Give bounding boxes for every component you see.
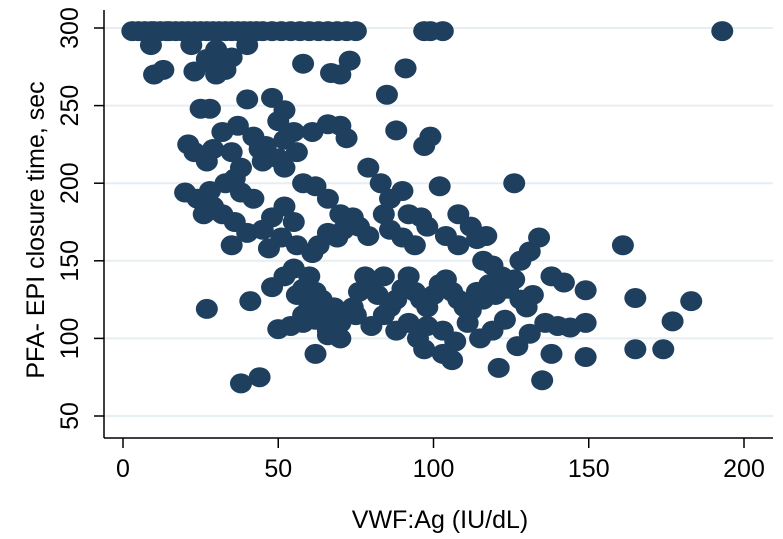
- data-point: [357, 225, 380, 246]
- data-point: [267, 111, 290, 132]
- tick-labels: 50 100 150 200 250 300 0 50 100 150 200: [56, 7, 765, 483]
- data-point: [248, 367, 271, 388]
- x-axis-title: VWF:Ag (IU/dL): [352, 506, 528, 534]
- data-point: [503, 269, 526, 290]
- data-point: [419, 126, 442, 147]
- data-point: [456, 312, 479, 333]
- data-point: [285, 142, 308, 163]
- x-tick-label-100: 100: [413, 455, 455, 483]
- data-point: [493, 309, 516, 330]
- data-point: [391, 180, 414, 201]
- data-point: [413, 339, 436, 360]
- data-point: [372, 266, 395, 287]
- data-point: [357, 157, 380, 178]
- data-point: [531, 370, 554, 391]
- data-point: [304, 343, 327, 364]
- data-point: [661, 311, 684, 332]
- y-tick-label-150: 150: [56, 240, 84, 282]
- data-point: [205, 64, 228, 85]
- data-point: [261, 277, 284, 298]
- data-point: [344, 305, 367, 326]
- data-point: [518, 323, 541, 344]
- data-point: [521, 284, 544, 305]
- data-point: [503, 173, 526, 194]
- data-point: [375, 84, 398, 105]
- data-point: [574, 347, 597, 368]
- data-point: [574, 312, 597, 333]
- data-point: [680, 291, 703, 312]
- y-tick-label-300: 300: [56, 7, 84, 49]
- data-point: [292, 53, 315, 74]
- data-point: [369, 173, 392, 194]
- data-point: [441, 350, 464, 371]
- data-point: [428, 176, 451, 197]
- data-point: [528, 227, 551, 248]
- data-point: [372, 305, 395, 326]
- y-tick-label-250: 250: [56, 85, 84, 127]
- data-point: [236, 35, 259, 56]
- data-points: [121, 21, 734, 394]
- data-point: [624, 339, 647, 360]
- data-point: [335, 128, 358, 149]
- data-point: [624, 288, 647, 309]
- data-point: [447, 235, 470, 256]
- data-point: [220, 142, 243, 163]
- data-point: [397, 312, 420, 333]
- data-point: [574, 280, 597, 301]
- data-point: [316, 188, 339, 209]
- data-point: [298, 297, 321, 318]
- data-point: [236, 89, 259, 110]
- data-point: [344, 21, 367, 42]
- data-point: [431, 21, 454, 42]
- data-point: [220, 235, 243, 256]
- data-point: [242, 188, 265, 209]
- data-point: [195, 298, 218, 319]
- data-point: [139, 35, 162, 56]
- data-point: [229, 373, 252, 394]
- data-point: [416, 216, 439, 237]
- x-tick-label-150: 150: [568, 455, 610, 483]
- data-point: [239, 291, 262, 312]
- data-point: [372, 204, 395, 225]
- data-point: [273, 157, 296, 178]
- data-point: [282, 121, 305, 142]
- data-point: [152, 59, 175, 80]
- data-point: [211, 121, 234, 142]
- data-point: [552, 272, 575, 293]
- data-point: [652, 339, 675, 360]
- data-point: [220, 47, 243, 68]
- data-point: [540, 343, 563, 364]
- data-point: [273, 196, 296, 217]
- data-point: [487, 357, 510, 378]
- data-point: [198, 98, 221, 119]
- y-tick-label-100: 100: [56, 318, 84, 360]
- data-point: [385, 120, 408, 141]
- data-point: [403, 235, 426, 256]
- tick-marks: [94, 27, 745, 448]
- data-point: [316, 325, 339, 346]
- data-point: [180, 35, 203, 56]
- data-point: [282, 212, 305, 232]
- data-point: [465, 229, 488, 250]
- x-tick-label-50: 50: [264, 455, 292, 483]
- data-point: [338, 50, 361, 71]
- data-point: [711, 21, 734, 42]
- x-tick-label-200: 200: [723, 455, 765, 483]
- data-point: [397, 266, 420, 287]
- y-tick-label-200: 200: [56, 162, 84, 204]
- y-tick-label-50: 50: [56, 402, 84, 430]
- data-point: [298, 266, 321, 287]
- data-point: [611, 235, 634, 256]
- x-tick-label-0: 0: [116, 455, 130, 483]
- data-point: [394, 58, 417, 79]
- data-point: [214, 173, 237, 194]
- y-axis-title: PFA- EPI closure time, sec: [22, 81, 50, 378]
- axes: [103, 10, 773, 439]
- data-point: [202, 139, 225, 160]
